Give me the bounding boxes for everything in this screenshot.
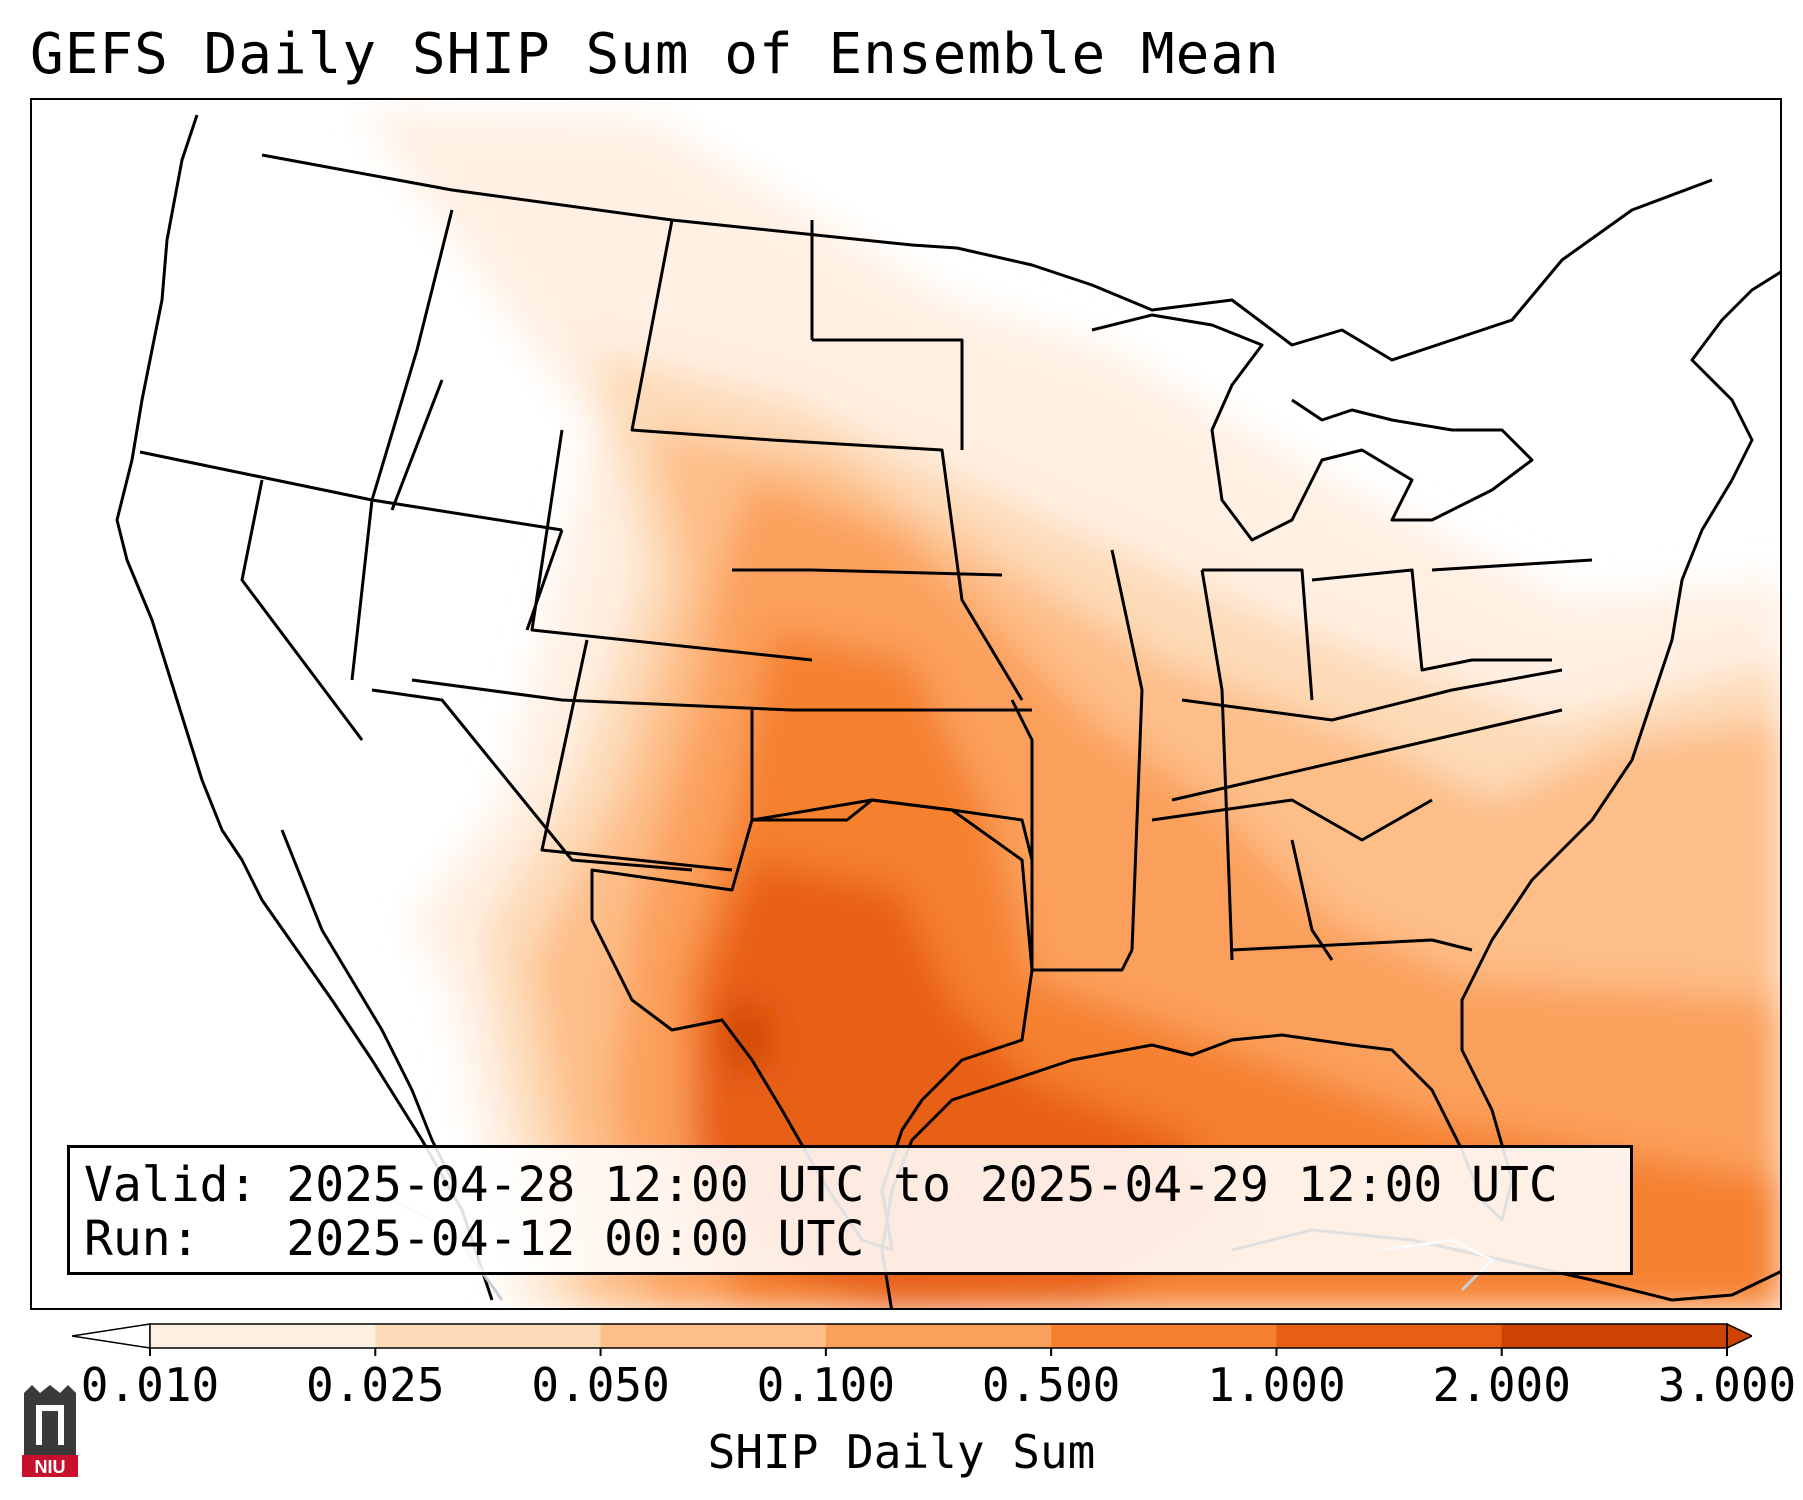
colorbar-tick-label: 3.000 [1657,1358,1797,1412]
colorbar-tick-label: 0.010 [80,1358,220,1412]
colorbar-extend-low [72,1323,151,1349]
svg-text:NIU: NIU [35,1457,66,1477]
colorbar-segment [825,1324,1052,1348]
run-value: 2025-04-12 00:00 UTC [286,1211,865,1267]
run-label: Run: [84,1211,200,1267]
map-canvas [115,110,1780,1308]
valid-label: Valid: [84,1157,258,1213]
colorbar-tick-label: 1.000 [1207,1358,1346,1412]
colorbar-segments [72,1322,1752,1350]
coastline-northeast [1690,270,1780,481]
map-title: GEFS Daily SHIP Sum of Ensemble Mean [30,22,1280,87]
colorbar-tick-label: 0.500 [981,1358,1121,1412]
baja-peninsula [280,829,454,1181]
state-lines [139,209,1593,972]
valid-value: 2025-04-28 12:00 UTC to 2025-04-29 12:00… [286,1157,1558,1213]
shading-level-7 [722,1005,772,1075]
coastline-west [115,114,494,1301]
great-lakes [1091,313,1534,542]
colorbar-segment [1276,1324,1503,1348]
valid-row: Valid: 2025-04-28 12:00 UTC to 2025-04-2… [84,1158,1616,1212]
map-panel [30,98,1782,1310]
colorbar-segment [1051,1324,1277,1348]
colorbar-segment [375,1324,602,1348]
colorbar-ticks [149,1348,1728,1356]
colorbar-segment [1501,1324,1728,1348]
niu-logo: NIU [22,1385,78,1477]
colorbar-label: SHIP Daily Sum [707,1425,1096,1479]
colorbar-segment [600,1324,827,1348]
colorbar-tick-label: 0.100 [756,1358,896,1412]
us-canada-border [261,153,1713,362]
colorbar-segment [150,1324,376,1348]
colorbar [72,1322,1752,1356]
ship-shading [362,110,1780,1308]
colorbar-tick-label: 0.025 [306,1358,445,1412]
colorbar-tick-label: 0.050 [531,1358,670,1412]
colorbar-extend-high [1726,1322,1752,1350]
run-row: Run: 2025-04-12 00:00 UTC [84,1212,1616,1266]
info-box: Valid: 2025-04-28 12:00 UTC to 2025-04-2… [67,1145,1633,1275]
colorbar-outline [149,1323,1728,1349]
colorbar-tick-label: 2.000 [1432,1358,1571,1412]
